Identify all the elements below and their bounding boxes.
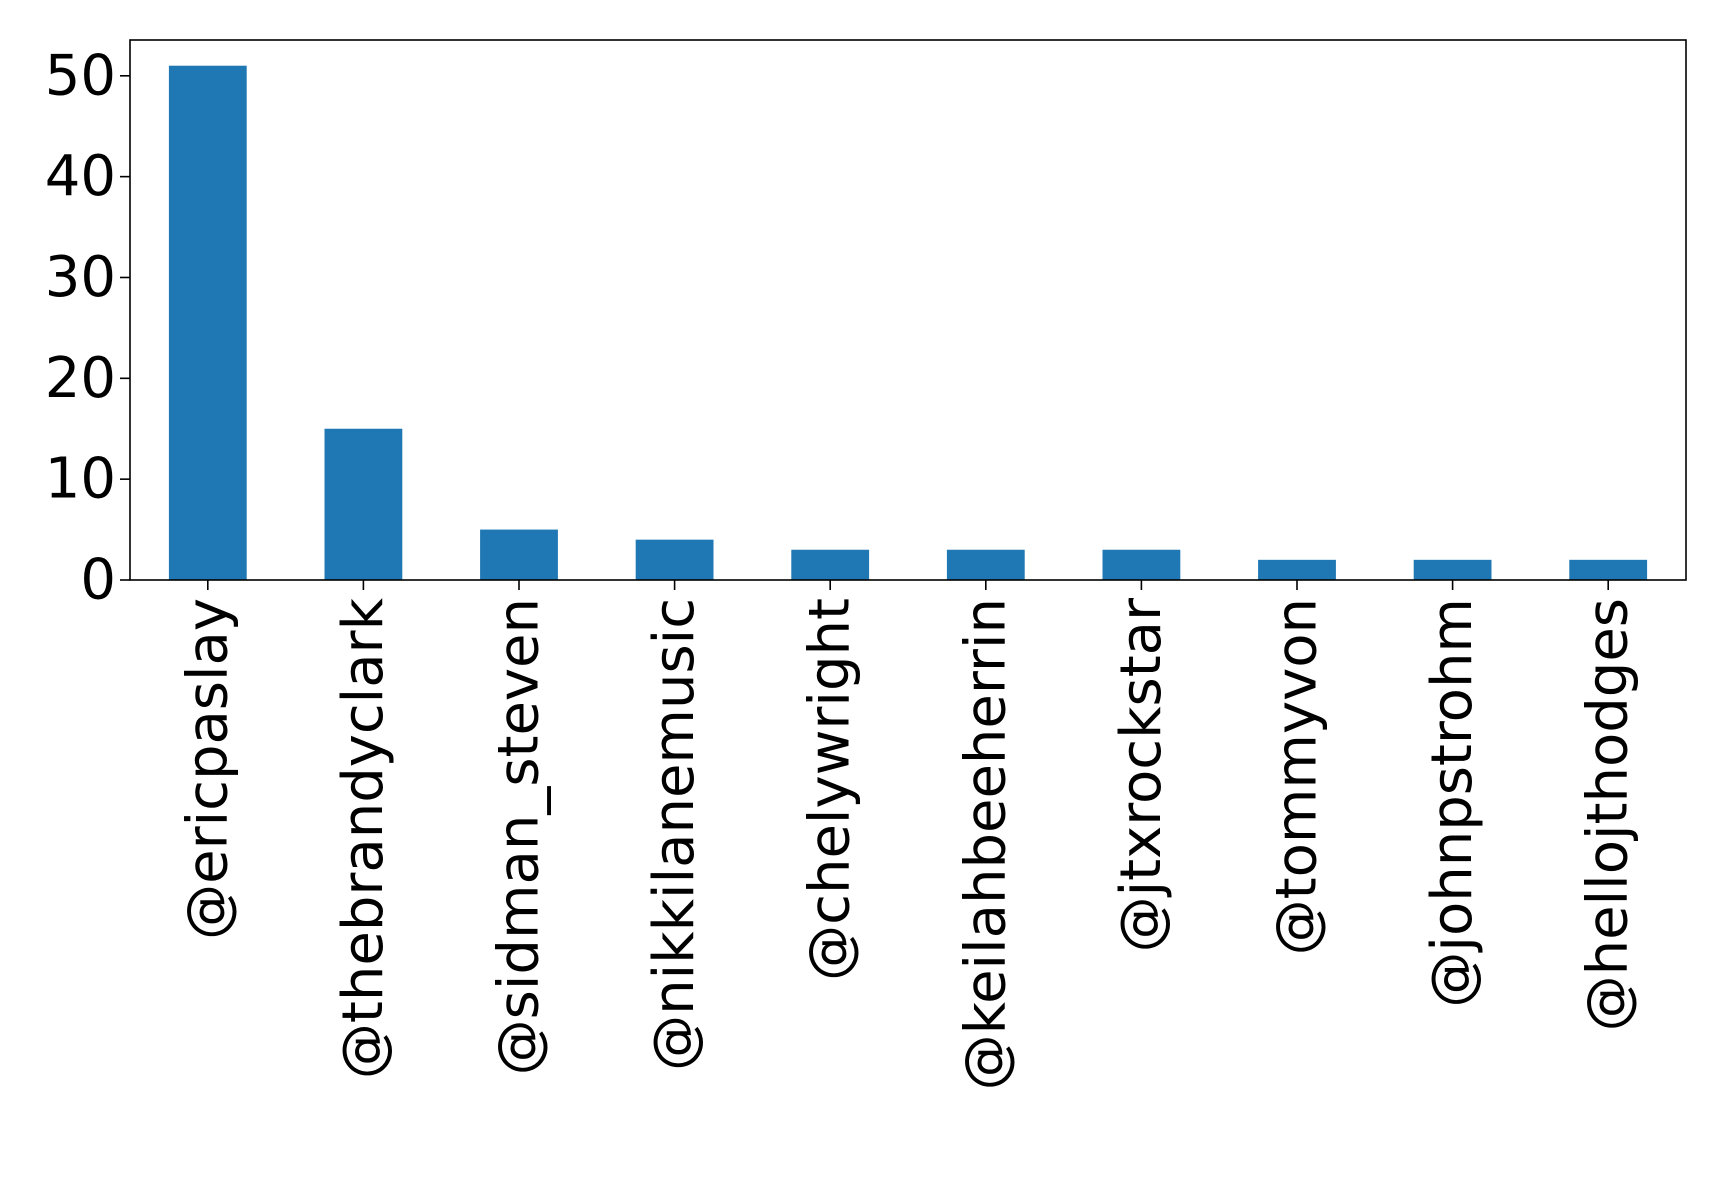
bar-thebrandyclark (324, 428, 403, 580)
bar-johnpstrohm (1413, 559, 1492, 580)
x-tick-label-thebrandyclark: @thebrandyclark (331, 597, 396, 1079)
bar-jtxrockstar (1102, 549, 1181, 580)
y-tick-label-20: 20 (45, 346, 116, 411)
bar-hellojthodges (1569, 559, 1648, 580)
y-axis: 0 10 20 30 40 50 (45, 43, 130, 613)
plot-frame (129, 39, 1687, 581)
y-tick-label-0: 0 (80, 548, 116, 613)
x-tick-label-chelywright: @chelywright (798, 598, 863, 981)
y-tick-label-50: 50 (45, 43, 116, 108)
x-axis: @ericpaslay @thebrandyclark @sidman_steven… (175, 580, 1641, 1090)
x-tick-label-jtxrockstar: @jtxrockstar (1109, 597, 1174, 952)
bar-keilahbeeherrin (946, 549, 1025, 580)
x-tick-label-hellojthodges: @hellojthodges (1576, 598, 1641, 1031)
y-tick-label-40: 40 (45, 144, 116, 209)
x-tick-label-nikkilanemusic: @nikkilanemusic (642, 598, 707, 1071)
bar-ericpaslay (168, 65, 247, 580)
y-tick-label-30: 30 (45, 245, 116, 310)
x-tick-label-ericpaslay: @ericpaslay (175, 598, 240, 940)
x-tick-label-keilahbeeherrin: @keilahbeeherrin (953, 598, 1018, 1090)
x-tick-label-tommyvon: @tommyvon (1265, 598, 1330, 955)
x-tick-label-sidman-steven: @sidman_steven (487, 598, 552, 1075)
bar-chelywright (791, 549, 870, 580)
bar-nikkilanemusic (635, 539, 714, 580)
y-tick-label-10: 10 (45, 447, 116, 512)
bars-layer (168, 65, 1648, 580)
x-tick-label-johnpstrohm: @johnpstrohm (1420, 598, 1485, 1008)
bar-sidman-steven (480, 529, 558, 580)
bar-tommyvon (1258, 559, 1336, 580)
